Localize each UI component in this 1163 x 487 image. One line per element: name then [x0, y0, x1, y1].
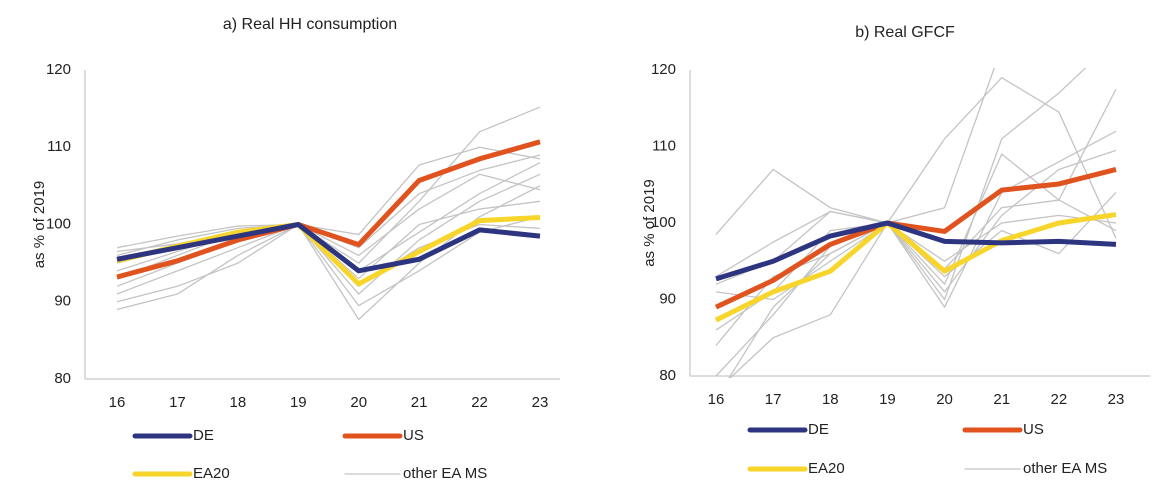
chart-title: a) Real HH consumption	[223, 16, 397, 33]
legend-label: other EA MS	[1023, 460, 1107, 477]
other-line	[715, 68, 1087, 331]
other-line	[715, 88, 1117, 377]
x-tick-label: 16	[109, 394, 126, 411]
y-tick-label: 110	[47, 138, 71, 155]
x-tick-label: 17	[765, 391, 782, 408]
y-tick-label: 80	[54, 370, 71, 387]
other-line	[715, 77, 1117, 239]
y-tick-label: 100	[46, 215, 71, 232]
x-tick-label: 18	[822, 391, 839, 408]
legend-label: US	[1023, 421, 1044, 438]
plot-area	[116, 106, 541, 321]
legend-label: other EA MS	[403, 465, 487, 482]
legend-label: DE	[808, 421, 829, 438]
y-axis-label: as % of 2019	[641, 179, 658, 267]
y-tick-label: 90	[659, 290, 676, 307]
plot-area	[714, 68, 1117, 378]
x-tick-label: 22	[1051, 391, 1068, 408]
legend-label: EA20	[808, 460, 845, 477]
series-line	[116, 139, 541, 280]
other-line	[116, 146, 541, 249]
x-tick-label: 19	[290, 394, 307, 411]
x-tick-label: 19	[879, 391, 896, 408]
series-line	[714, 167, 1117, 310]
y-tick-label: 110	[652, 137, 676, 154]
y-tick-label: 100	[651, 214, 676, 231]
x-tick-label: 21	[993, 391, 1010, 408]
x-tick-label: 18	[230, 394, 247, 411]
series-line	[116, 222, 541, 274]
x-tick-label: 17	[169, 394, 186, 411]
x-tick-label: 23	[532, 394, 549, 411]
x-tick-label: 22	[471, 394, 488, 411]
y-tick-label: 120	[46, 61, 71, 78]
x-tick-label: 21	[411, 394, 428, 411]
y-axis-label: as % of 2019	[31, 181, 48, 269]
chart-title: b) Real GFCF	[855, 24, 955, 41]
x-tick-label: 20	[936, 391, 953, 408]
legend-label: EA20	[193, 465, 230, 482]
series-line	[714, 212, 1117, 323]
other-line	[715, 68, 995, 278]
y-tick-label: 80	[659, 367, 676, 384]
other-line	[116, 106, 541, 264]
other-line	[729, 130, 1117, 378]
series-line	[715, 220, 1117, 282]
y-tick-label: 90	[54, 293, 71, 310]
y-tick-label: 120	[651, 61, 676, 78]
legend-label: DE	[193, 427, 214, 444]
other-line	[715, 214, 1117, 301]
x-tick-label: 20	[350, 394, 367, 411]
x-tick-label: 16	[708, 391, 725, 408]
other-line	[116, 216, 541, 311]
x-tick-label: 23	[1108, 391, 1125, 408]
legend-label: US	[403, 427, 424, 444]
other-line	[116, 173, 541, 272]
other-line	[116, 173, 541, 295]
